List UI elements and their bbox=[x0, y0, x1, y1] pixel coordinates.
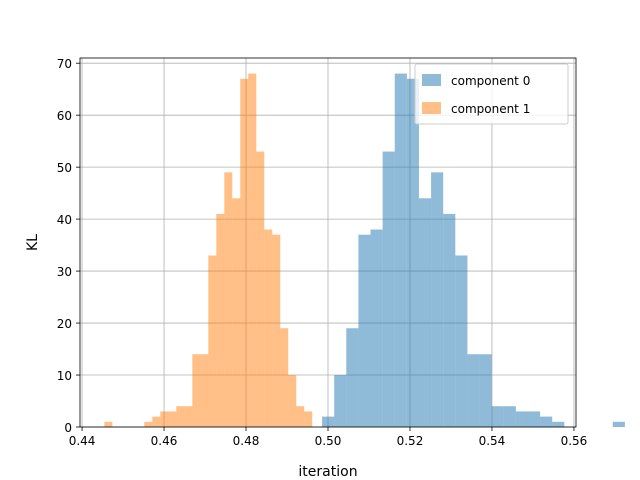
legend: component 0 component 1 bbox=[414, 63, 569, 125]
histogram-bar-series-1 bbox=[200, 354, 209, 427]
legend-frame bbox=[414, 63, 569, 125]
x-tick-label: 0.56 bbox=[561, 434, 588, 448]
histogram-bar-series-1 bbox=[248, 73, 257, 427]
histogram-bar-series-1 bbox=[192, 354, 201, 427]
legend-label: component 0 bbox=[451, 74, 530, 88]
histogram-bar-series-1 bbox=[168, 411, 177, 427]
y-tick-label: 30 bbox=[57, 265, 72, 279]
histogram-bar-series-1 bbox=[256, 151, 265, 427]
y-axis-label: KL bbox=[25, 234, 41, 251]
histogram-bar-series-1 bbox=[104, 421, 113, 427]
histogram-bar-series-0 bbox=[455, 255, 468, 427]
histogram-bar-series-1 bbox=[152, 416, 161, 427]
y-tick-label: 40 bbox=[57, 213, 72, 227]
histogram-bar-series-0 bbox=[322, 416, 335, 427]
x-axis-label: iteration bbox=[298, 464, 357, 480]
y-tick-label: 0 bbox=[64, 421, 72, 435]
legend-swatch bbox=[422, 102, 441, 114]
histogram-bar-series-1 bbox=[224, 172, 233, 427]
histogram-bar-series-1 bbox=[208, 255, 217, 427]
histogram-bar-series-0 bbox=[431, 172, 444, 427]
histogram-bar-series-1 bbox=[240, 78, 249, 428]
histogram-bar-series-1 bbox=[264, 229, 273, 427]
histogram-bar-series-0 bbox=[467, 354, 480, 427]
y-tick-label: 60 bbox=[57, 109, 72, 123]
histogram-bar-series-1 bbox=[216, 213, 225, 427]
histogram-bar-series-0 bbox=[394, 73, 407, 427]
histogram-bar-series-0 bbox=[334, 375, 347, 427]
histogram-bar-series-1 bbox=[288, 375, 297, 427]
histogram-bar-series-1 bbox=[176, 406, 185, 427]
histogram-bars bbox=[104, 73, 625, 428]
histogram-bar-series-0 bbox=[491, 406, 504, 427]
histogram-bar-series-0 bbox=[612, 421, 625, 427]
legend-swatch bbox=[422, 74, 441, 86]
x-tick-label: 0.44 bbox=[69, 434, 96, 448]
histogram-bar-series-1 bbox=[160, 411, 169, 427]
histogram-bar-series-0 bbox=[346, 328, 359, 427]
histogram-bar-series-0 bbox=[358, 234, 371, 427]
histogram-bar-series-1 bbox=[280, 328, 289, 427]
histogram-bar-series-1 bbox=[296, 406, 305, 427]
y-tick-label: 50 bbox=[57, 161, 72, 175]
x-tick-label: 0.52 bbox=[397, 434, 424, 448]
histogram-bar-series-1 bbox=[184, 406, 193, 427]
histogram-bar-series-0 bbox=[382, 151, 395, 427]
histogram-bar-series-0 bbox=[479, 354, 492, 427]
histogram-bar-series-0 bbox=[503, 406, 516, 427]
histogram-bar-series-0 bbox=[406, 78, 419, 428]
histogram-bar-series-0 bbox=[552, 421, 565, 427]
histogram-bar-series-1 bbox=[304, 411, 313, 427]
y-tick-label: 20 bbox=[57, 317, 72, 331]
legend-label: component 1 bbox=[451, 102, 530, 116]
y-tick-label: 70 bbox=[57, 57, 72, 71]
axis-ticks: 0.44 0.46 0.48 0.50 0.52 0.54 0.56 0 10 20 30 40 50 6… bbox=[57, 57, 588, 448]
x-tick-label: 0.50 bbox=[315, 434, 342, 448]
histogram-bar-series-1 bbox=[144, 421, 153, 427]
x-tick-label: 0.54 bbox=[479, 434, 506, 448]
histogram-bar-series-0 bbox=[418, 198, 432, 427]
histogram-bar-series-1 bbox=[232, 198, 241, 427]
histogram-bar-series-0 bbox=[443, 213, 456, 427]
histogram-bar-series-1 bbox=[272, 234, 281, 427]
histogram-bar-series-0 bbox=[527, 411, 541, 427]
histogram-bar-series-0 bbox=[515, 411, 528, 427]
histogram-bar-series-0 bbox=[540, 416, 553, 427]
y-tick-label: 10 bbox=[57, 369, 72, 383]
x-tick-label: 0.46 bbox=[151, 434, 178, 448]
histogram-bar-series-0 bbox=[370, 229, 383, 427]
x-tick-label: 0.48 bbox=[233, 434, 260, 448]
